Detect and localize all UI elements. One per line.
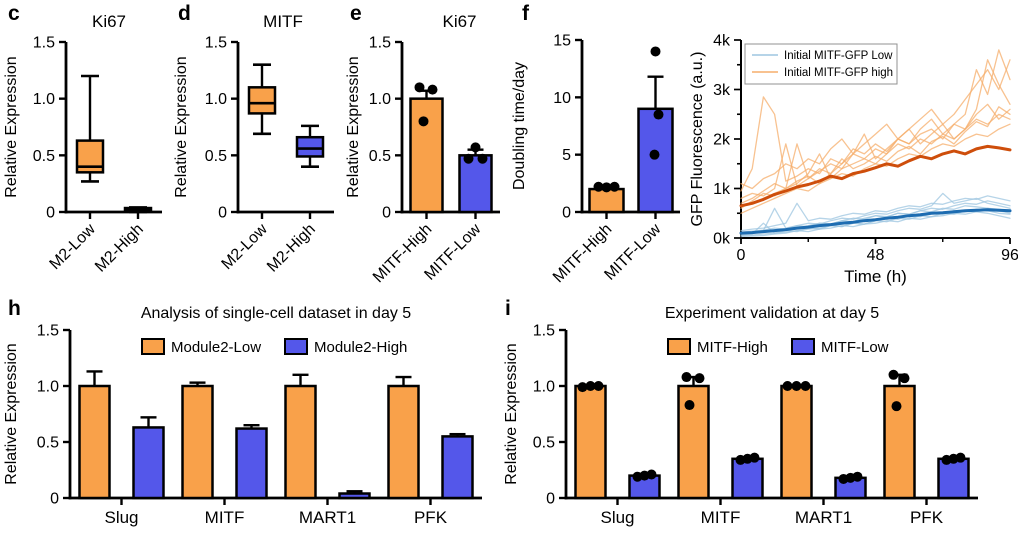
svg-text:1.5: 1.5 (533, 323, 555, 340)
svg-text:2k: 2k (713, 132, 731, 149)
panel-h: h Analysis of single-cell dataset in day… (0, 295, 500, 537)
svg-text:Relative Expression: Relative Expression (503, 343, 520, 484)
panel-letter-e: e (350, 2, 362, 25)
svg-text:Slug: Slug (104, 508, 138, 527)
single-cell-dataset-grouped-barchart: 0 0.5 1.0 1.5 Relative Expression Slug MITF MAR… (3, 323, 482, 527)
svg-text:15: 15 (553, 33, 571, 50)
panel-e-title: Ki67 (442, 12, 477, 31)
svg-text:MART1: MART1 (795, 508, 852, 527)
panel-d: d MITF 0 0.5 1.0 1.5 Relative Expression M2-L… (170, 0, 342, 295)
svg-text:Initial MITF-GFP Low: Initial MITF-GFP Low (784, 50, 893, 62)
svg-text:Relative Expression: Relative Expression (173, 56, 190, 197)
svg-text:1.5: 1.5 (37, 323, 59, 340)
svg-text:1.0: 1.0 (37, 379, 59, 396)
svg-text:1k: 1k (713, 181, 731, 198)
panel-h-title: Analysis of single-cell dataset in day 5 (140, 305, 412, 322)
svg-text:Relative Expression: Relative Expression (3, 343, 20, 484)
svg-text:1.0: 1.0 (205, 91, 227, 108)
panel-c-title: Ki67 (91, 12, 127, 31)
panel-f: f 0 5 10 15 Doubling time/day MITF-High MITF-L… (504, 0, 688, 295)
svg-text:PFK: PFK (910, 508, 944, 527)
svg-text:3k: 3k (713, 82, 731, 99)
svg-text:M2-Low: M2-Low (219, 220, 272, 273)
svg-text:1.5: 1.5 (369, 35, 391, 52)
svg-text:PFK: PFK (414, 508, 448, 527)
panel-i: i Experiment validation at day 5 0 0.5 1.0… (500, 295, 1018, 537)
svg-text:0: 0 (382, 205, 391, 222)
ki67-boxplot-chart: 0 0.5 1.0 1.5 Relative Expression M2-LowM2-Hi… (3, 35, 162, 276)
svg-text:MITF-High: MITF-High (697, 339, 768, 356)
svg-text:1.5: 1.5 (33, 35, 55, 52)
svg-text:0.5: 0.5 (33, 148, 55, 165)
svg-text:Initial MITF-GFP high: Initial MITF-GFP high (784, 67, 893, 79)
svg-text:0: 0 (46, 205, 55, 222)
svg-text:MITF: MITF (205, 508, 245, 527)
panel-letter-f: f (522, 2, 529, 25)
svg-text:M2-High: M2-High (264, 221, 319, 276)
svg-text:M2-High: M2-High (92, 221, 147, 276)
svg-text:0: 0 (562, 205, 571, 222)
mitf-boxplot-chart: 0 0.5 1.0 1.5 Relative Expression M2-LowM2-Hi… (173, 35, 334, 276)
svg-text:96: 96 (1001, 247, 1018, 264)
svg-text:0: 0 (218, 205, 227, 222)
svg-text:M2-Low: M2-Low (47, 220, 100, 273)
experiment-validation-grouped-barchart: 0 0.5 1.0 1.5 Relative Expression Slug MITF MAR… (503, 323, 978, 527)
svg-text:1.0: 1.0 (533, 379, 555, 396)
svg-text:0: 0 (50, 491, 59, 508)
panel-letter-c: c (8, 2, 20, 25)
svg-text:GFP Fluorescence (a.u.): GFP Fluorescence (a.u.) (689, 52, 706, 227)
panel-e: e Ki67 0 0.5 1.0 1.5 Relative Expression MITF… (342, 0, 504, 295)
svg-text:1.5: 1.5 (205, 35, 227, 52)
panel-letter-i: i (505, 297, 511, 320)
panel-letter-h: h (8, 297, 21, 320)
svg-text:MITF-Low: MITF-Low (821, 339, 889, 356)
svg-text:0: 0 (546, 491, 555, 508)
svg-text:0.5: 0.5 (205, 148, 227, 165)
panel-i-title: Experiment validation at day 5 (664, 305, 880, 322)
svg-text:Relative Expression: Relative Expression (345, 56, 362, 197)
svg-text:1.0: 1.0 (369, 91, 391, 108)
svg-text:48: 48 (867, 247, 885, 264)
svg-text:Doubling time/day: Doubling time/day (511, 62, 528, 190)
svg-text:0: 0 (737, 247, 746, 264)
svg-text:Module2-High: Module2-High (314, 339, 407, 356)
svg-text:10: 10 (553, 90, 571, 107)
svg-text:0.5: 0.5 (533, 435, 555, 452)
svg-text:Relative Expression: Relative Expression (3, 56, 20, 197)
svg-text:Time (h): Time (h) (844, 267, 907, 286)
panel-gfp-timecourse: 0k 1k 2k 3k 4k GFP Fluorescence (a.u.) 0 48 96 Ti… (688, 0, 1018, 295)
svg-text:Module2-Low: Module2-Low (171, 339, 261, 356)
panel-d-title: MITF (263, 12, 303, 31)
svg-text:0k: 0k (713, 231, 731, 248)
svg-text:4k: 4k (713, 33, 731, 50)
svg-text:5: 5 (562, 147, 571, 164)
svg-text:MART1: MART1 (299, 508, 356, 527)
svg-text:0.5: 0.5 (37, 435, 59, 452)
gfp-fluorescence-linechart: 0k 1k 2k 3k 4k GFP Fluorescence (a.u.) 0 48 96 Ti… (689, 33, 1018, 287)
panel-c: c Ki67 0 0.5 1.0 1.5 Relative Expression M2-L… (0, 0, 170, 295)
svg-text:0.5: 0.5 (369, 148, 391, 165)
svg-text:1.0: 1.0 (33, 91, 55, 108)
svg-text:Slug: Slug (600, 508, 634, 527)
svg-text:MITF: MITF (701, 508, 741, 527)
panel-letter-d: d (178, 2, 191, 25)
